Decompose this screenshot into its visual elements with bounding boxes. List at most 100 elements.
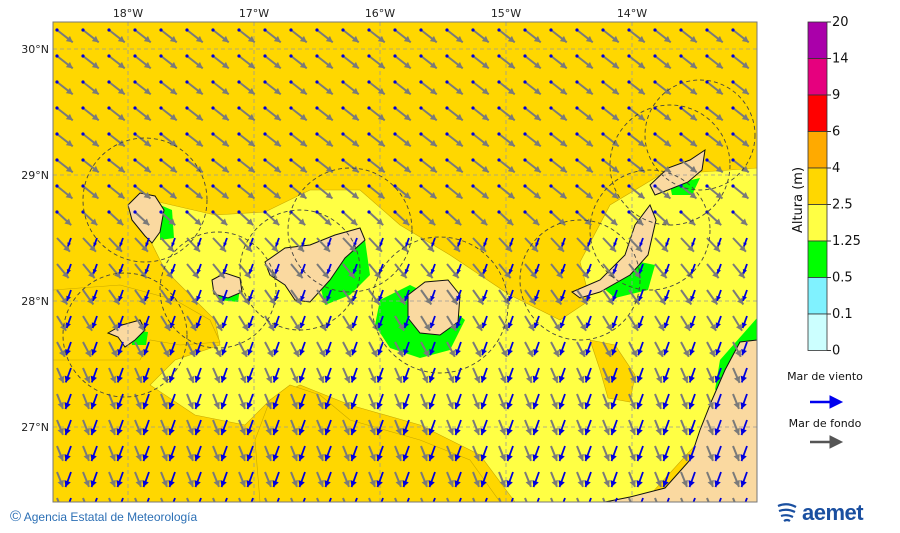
wind-sea-arrow	[298, 471, 306, 488]
swell-arrow	[160, 419, 168, 436]
wind-sea-arrow	[575, 80, 579, 84]
swell-arrow	[160, 393, 168, 410]
wind-sea-arrow	[64, 367, 72, 383]
swell-arrow	[446, 237, 461, 253]
wind-sea-arrow	[497, 184, 501, 188]
swell-arrow	[134, 315, 145, 332]
wind-sea-arrow	[740, 367, 748, 383]
swell-arrow	[524, 497, 528, 502]
swell-arrow	[602, 445, 610, 462]
wind-sea-arrow	[246, 393, 254, 410]
wind-sea-arrow	[171, 237, 176, 247]
swell-arrow	[602, 237, 617, 253]
wind-sea-arrow	[223, 237, 228, 247]
swell-arrow	[628, 367, 637, 384]
wind-sea-arrow	[419, 106, 423, 110]
wind-sea-arrow	[64, 445, 72, 462]
wind-sea-arrow	[662, 471, 670, 488]
wind-sea-arrow	[350, 419, 358, 436]
wind-sea-arrow	[575, 106, 579, 110]
swell-arrow	[264, 367, 273, 384]
latitude-label: 29°N	[21, 169, 49, 182]
wind-sea-arrow	[324, 367, 332, 383]
wind-sea-arrow	[272, 419, 280, 436]
wind-sea-arrow	[143, 315, 150, 329]
wind-sea-arrow	[169, 341, 176, 356]
wind-sea-arrow	[665, 237, 670, 247]
wind-sea-arrow	[549, 210, 553, 214]
wind-sea-arrow	[419, 158, 423, 162]
swell-arrow	[576, 55, 594, 70]
wind-sea-arrow	[586, 289, 592, 302]
wind-sea-arrow	[744, 497, 748, 502]
wind-sea-arrow	[55, 132, 59, 136]
longitude-label: 16°W	[365, 7, 395, 20]
swell-arrow	[446, 289, 459, 306]
wind-sea-arrow	[64, 419, 72, 436]
wind-sea-arrow	[679, 54, 683, 58]
swell-arrow	[342, 211, 358, 226]
swell-arrow	[160, 133, 178, 148]
wind-sea-arrow	[536, 497, 540, 502]
swell-arrow	[576, 497, 580, 502]
swell-arrow	[82, 393, 90, 410]
swell-arrow	[498, 393, 506, 410]
wind-sea-arrow	[133, 54, 137, 58]
swell-arrow	[420, 237, 435, 253]
swell-arrow	[654, 367, 663, 384]
swell-arrow	[680, 133, 698, 148]
swell-arrow	[108, 289, 121, 306]
swell-arrow	[160, 315, 171, 332]
wind-sea-arrow	[341, 106, 345, 110]
swell-arrow	[550, 237, 565, 253]
wind-sea-arrow	[107, 158, 111, 162]
colorbar-swatch	[807, 277, 828, 315]
wind-sea-arrow	[118, 289, 124, 302]
swell-arrow	[420, 55, 438, 70]
colorbar-tick-label: 1.25	[832, 234, 861, 249]
wind-sea-arrow	[116, 419, 124, 436]
wind-sea-arrow	[185, 184, 189, 188]
swell-arrow	[654, 419, 662, 436]
swell-arrow	[446, 107, 464, 122]
wind-sea-arrow	[523, 80, 527, 84]
swell-arrow	[368, 81, 386, 96]
swell-arrow	[108, 445, 116, 462]
swell-arrow	[394, 81, 412, 96]
wind-sea-arrow	[133, 158, 137, 162]
longitude-label: 14°W	[617, 7, 647, 20]
swell-arrow	[160, 159, 178, 174]
wind-sea-arrow	[92, 263, 98, 274]
wind-sea-arrow	[300, 289, 306, 302]
swell-arrow	[706, 211, 722, 226]
swell-arrow	[654, 315, 665, 332]
wind-sea-arrow	[662, 367, 670, 383]
swell-arrow	[472, 29, 490, 44]
wind-sea-arrow	[328, 497, 332, 502]
swell-arrow	[212, 419, 220, 436]
wind-sea-arrow	[341, 132, 345, 136]
swell-arrow	[238, 159, 256, 174]
swell-arrow	[134, 211, 150, 226]
wind-sea-arrow	[315, 54, 319, 58]
swell-arrow	[498, 159, 516, 174]
wind-sea-arrow	[352, 263, 358, 274]
wind-sea-arrow	[324, 445, 332, 462]
swell-arrow	[628, 445, 636, 462]
wind-sea-arrow	[367, 132, 371, 136]
wind-sea-arrow	[145, 237, 150, 247]
swell-arrow	[186, 237, 201, 253]
swell-arrow	[186, 133, 204, 148]
wind-sea-arrow	[159, 80, 163, 84]
wind-sea-arrow	[601, 54, 605, 58]
swell-arrow	[108, 29, 126, 44]
wind-sea-arrow	[636, 471, 644, 488]
wind-sea-arrow	[159, 54, 163, 58]
swell-arrow	[212, 29, 230, 44]
copyright-notice: © Agencia Estatal de Meteorología	[10, 508, 197, 525]
wind-sea-arrow	[146, 497, 150, 502]
swell-arrow	[238, 341, 248, 358]
wind-sea-arrow	[507, 341, 514, 356]
wind-sea-arrow	[55, 80, 59, 84]
swell-arrow	[680, 315, 691, 332]
